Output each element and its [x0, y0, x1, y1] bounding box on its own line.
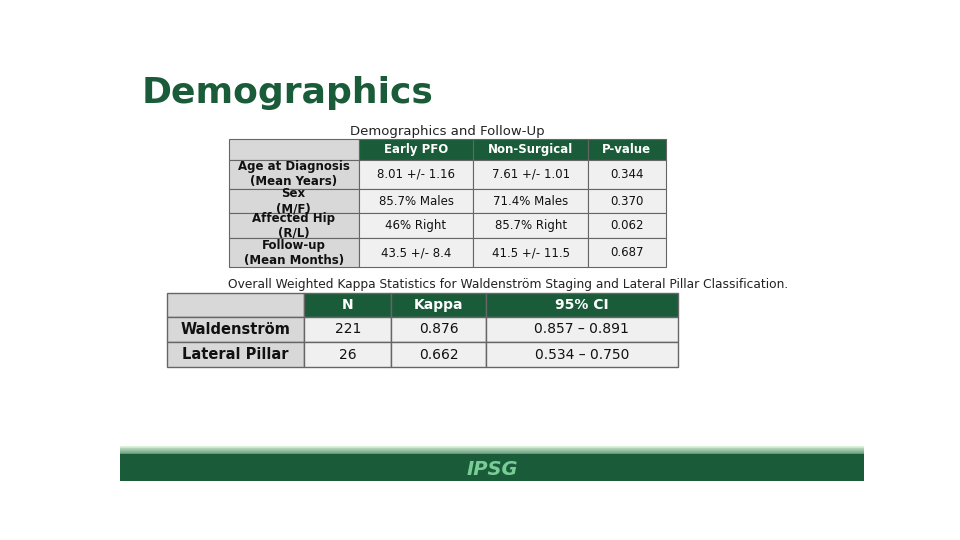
Bar	[473, 139, 588, 159]
Text: 0.370: 0.370	[611, 194, 643, 207]
Text: Non-Surgical: Non-Surgical	[488, 143, 573, 156]
Text: 43.5 +/- 8.4: 43.5 +/- 8.4	[381, 246, 451, 259]
Bar	[120, 448, 864, 449]
Text: IPSG: IPSG	[467, 460, 517, 478]
Bar	[304, 316, 392, 342]
Bar	[473, 159, 588, 189]
Text: 0.344: 0.344	[611, 167, 643, 181]
Text: Lateral Pillar: Lateral Pillar	[182, 347, 289, 362]
Bar	[120, 449, 864, 450]
Bar	[588, 159, 665, 189]
Bar	[473, 213, 588, 238]
Text: 0.534 – 0.750: 0.534 – 0.750	[535, 348, 629, 362]
Text: Kappa: Kappa	[414, 298, 464, 312]
Bar	[120, 457, 864, 458]
Text: Affected Hip
(R/L): Affected Hip (R/L)	[252, 212, 335, 240]
Text: 41.5 +/- 11.5: 41.5 +/- 11.5	[492, 246, 569, 259]
Bar	[120, 454, 864, 481]
Text: 0.062: 0.062	[611, 219, 643, 232]
Text: 71.4% Males: 71.4% Males	[493, 194, 568, 207]
Text: Overall Weighted Kappa Statistics for Waldenström Staging and Lateral Pillar Cla: Overall Weighted Kappa Statistics for Wa…	[228, 278, 789, 291]
Bar	[228, 189, 359, 213]
Bar	[166, 294, 304, 316]
Text: 85.7% Right: 85.7% Right	[494, 219, 566, 232]
Bar	[120, 455, 864, 456]
Bar	[359, 238, 473, 267]
Bar	[392, 342, 486, 367]
Bar	[486, 342, 678, 367]
Bar	[120, 446, 864, 447]
Text: 85.7% Males: 85.7% Males	[378, 194, 453, 207]
Bar	[486, 294, 678, 316]
Text: 0.857 – 0.891: 0.857 – 0.891	[535, 322, 630, 336]
Bar	[486, 316, 678, 342]
Bar	[588, 189, 665, 213]
Bar	[228, 213, 359, 238]
Bar	[120, 453, 864, 454]
Bar	[120, 456, 864, 457]
Bar	[588, 139, 665, 159]
Bar	[120, 451, 864, 453]
Bar	[166, 316, 304, 342]
Text: Sex
(M/F): Sex (M/F)	[276, 187, 311, 215]
Bar	[359, 189, 473, 213]
Bar	[392, 294, 486, 316]
Text: Waldenström: Waldenström	[180, 322, 291, 337]
Text: 0.662: 0.662	[419, 348, 458, 362]
Bar	[359, 159, 473, 189]
Text: Age at Diagnosis
(Mean Years): Age at Diagnosis (Mean Years)	[238, 160, 349, 188]
Bar	[228, 238, 359, 267]
Bar	[473, 238, 588, 267]
Text: P-value: P-value	[602, 143, 652, 156]
Text: Demographics: Demographics	[142, 76, 434, 110]
Bar	[228, 159, 359, 189]
Bar	[392, 316, 486, 342]
Text: Follow-up
(Mean Months): Follow-up (Mean Months)	[244, 239, 344, 267]
Bar	[304, 342, 392, 367]
Bar	[588, 213, 665, 238]
Bar	[120, 450, 864, 451]
Text: 46% Right: 46% Right	[386, 219, 446, 232]
Text: 0.876: 0.876	[419, 322, 458, 336]
Bar	[120, 447, 864, 448]
Text: N: N	[342, 298, 353, 312]
Text: Early PFO: Early PFO	[384, 143, 448, 156]
Text: 7.61 +/- 1.01: 7.61 +/- 1.01	[492, 167, 570, 181]
Bar	[359, 139, 473, 159]
Bar	[473, 189, 588, 213]
Bar	[304, 294, 392, 316]
Text: 221: 221	[335, 322, 361, 336]
Bar	[228, 139, 359, 159]
Bar	[588, 238, 665, 267]
Text: Demographics and Follow-Up: Demographics and Follow-Up	[349, 125, 544, 138]
Bar	[359, 213, 473, 238]
Text: 26: 26	[339, 348, 357, 362]
Text: 95% CI: 95% CI	[555, 298, 609, 312]
Bar	[120, 454, 864, 455]
Bar	[166, 342, 304, 367]
Text: 0.687: 0.687	[611, 246, 643, 259]
Text: 8.01 +/- 1.16: 8.01 +/- 1.16	[377, 167, 455, 181]
